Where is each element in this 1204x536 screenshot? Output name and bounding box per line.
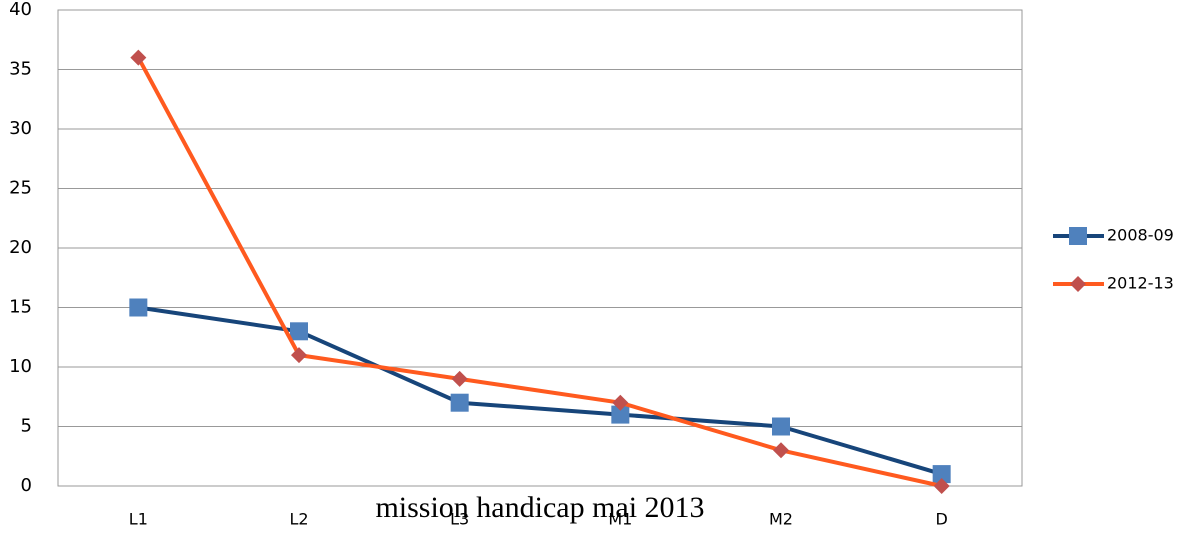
marker: [933, 478, 950, 494]
legend-marker: [1069, 227, 1087, 245]
y-tick-label: 40: [9, 0, 32, 20]
y-tick-label: 5: [21, 416, 32, 437]
marker: [772, 417, 790, 436]
marker: [291, 347, 307, 364]
legend-label: 2008-09: [1107, 226, 1174, 245]
legend-marker: [1070, 276, 1086, 292]
marker: [130, 49, 147, 66]
x-tick-label: L1: [129, 510, 148, 529]
series-line: [138, 305, 943, 477]
y-tick-label: 25: [9, 178, 32, 199]
marker: [611, 405, 630, 424]
x-tick-label: L2: [289, 510, 308, 529]
marker: [290, 322, 308, 341]
x-tick-label: L3: [450, 510, 469, 529]
marker: [451, 370, 468, 387]
x-tick-label: M1: [608, 510, 632, 529]
marker: [773, 442, 789, 459]
annotation: mission handicap mai 2013: [375, 491, 704, 524]
marker: [129, 298, 148, 317]
marker: [450, 393, 469, 412]
legend-label: 2012-13: [1107, 274, 1174, 293]
y-tick-label: 35: [9, 59, 32, 80]
y-tick-label: 20: [9, 237, 32, 258]
marker: [932, 465, 951, 484]
y-tick-label: 10: [9, 356, 32, 377]
x-tick-label: D: [936, 510, 948, 529]
series-line: [136, 56, 943, 488]
x-tick-label: M2: [769, 510, 793, 529]
y-tick-label: 30: [9, 118, 32, 139]
y-tick-label: 0: [21, 475, 32, 496]
marker: [612, 394, 629, 411]
y-tick-label: 15: [9, 297, 32, 318]
